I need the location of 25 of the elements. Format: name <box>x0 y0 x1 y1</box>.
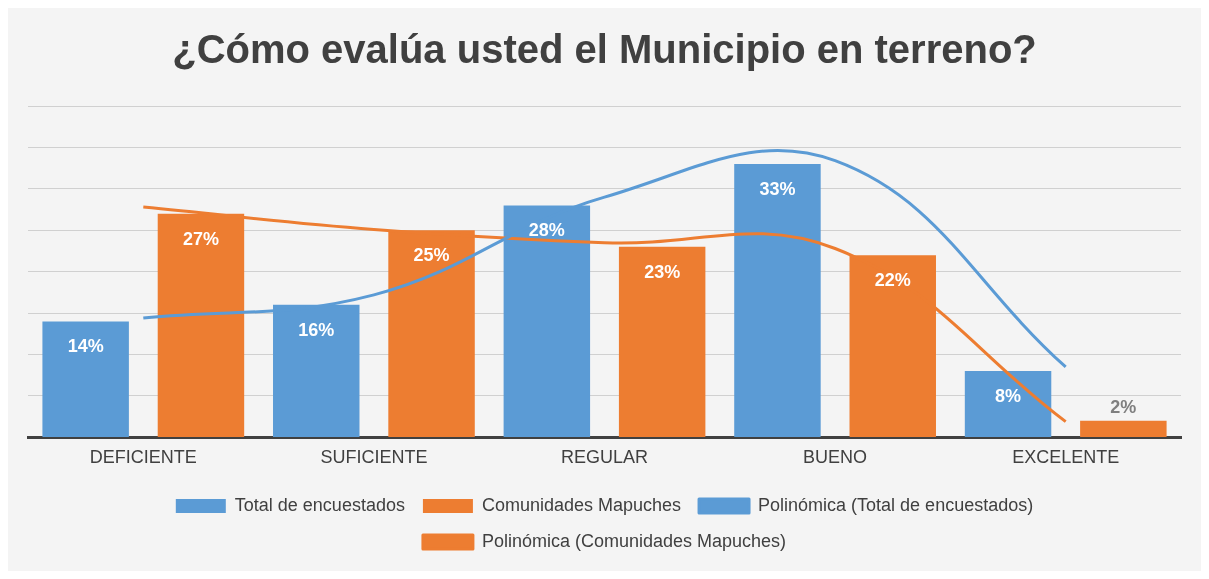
bar <box>734 164 821 437</box>
data-label: 33% <box>759 178 796 199</box>
bar <box>964 371 1052 437</box>
x-tick-label: BUENO <box>803 447 868 468</box>
bar <box>618 246 706 437</box>
legend-label: Total de encuestados <box>234 494 405 515</box>
data-label: 28% <box>528 220 565 241</box>
data-label: 25% <box>413 245 450 266</box>
x-tick-label: EXCELENTE <box>1012 447 1120 468</box>
data-label: 8% <box>995 386 1022 407</box>
chart-title: ¿Cómo evalúa usted el Municipio en terreno? <box>172 27 1037 72</box>
data-label: 22% <box>874 270 911 291</box>
data-label: 2% <box>1110 396 1137 417</box>
x-tick-label: SUFICIENTE <box>320 447 428 468</box>
data-label: 23% <box>644 261 681 282</box>
data-label: 16% <box>298 319 335 340</box>
x-tick-label: REGULAR <box>560 447 649 468</box>
legend-label: Comunidades Mapuches <box>481 494 682 515</box>
x-tick-label: DEFICIENTE <box>89 447 197 468</box>
data-label: 27% <box>182 228 219 249</box>
bar <box>1080 420 1167 437</box>
data-label: 14% <box>67 336 104 357</box>
legend-label: Polinómica (Total de encuestados) <box>758 494 1034 515</box>
bar <box>42 321 129 437</box>
legend-label: Polinómica (Comunidades Mapuches) <box>481 530 787 551</box>
